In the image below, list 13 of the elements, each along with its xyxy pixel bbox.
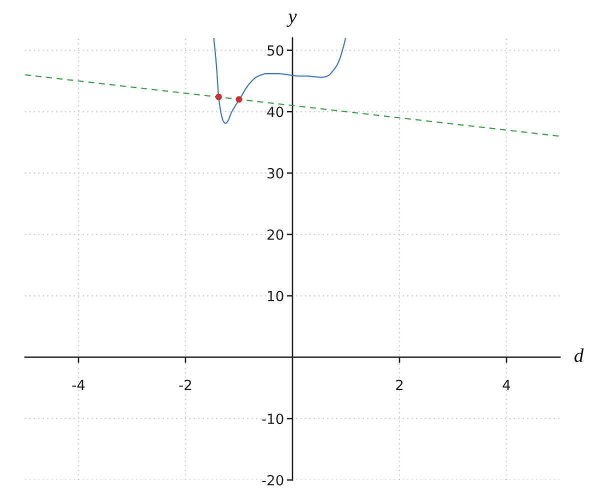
- y-tick-label: 40: [267, 106, 284, 118]
- y-tick-label: 30: [268, 168, 284, 179]
- y-tick-label: 10: [268, 290, 284, 302]
- y-tick-label: 20: [268, 229, 284, 240]
- y-tick-label: -10: [262, 414, 284, 424]
- x-tick-label: -4: [72, 380, 85, 390]
- y-tick-label: 50: [268, 45, 284, 56]
- y-axis-title: y: [286, 14, 297, 27]
- x-axis-title: d: [574, 348, 584, 362]
- x-tick-label: -2: [179, 380, 192, 390]
- x-tick-label: 2: [396, 380, 403, 390]
- x-tick-label: 4: [502, 380, 510, 390]
- y-tick-label: -20: [262, 474, 284, 486]
